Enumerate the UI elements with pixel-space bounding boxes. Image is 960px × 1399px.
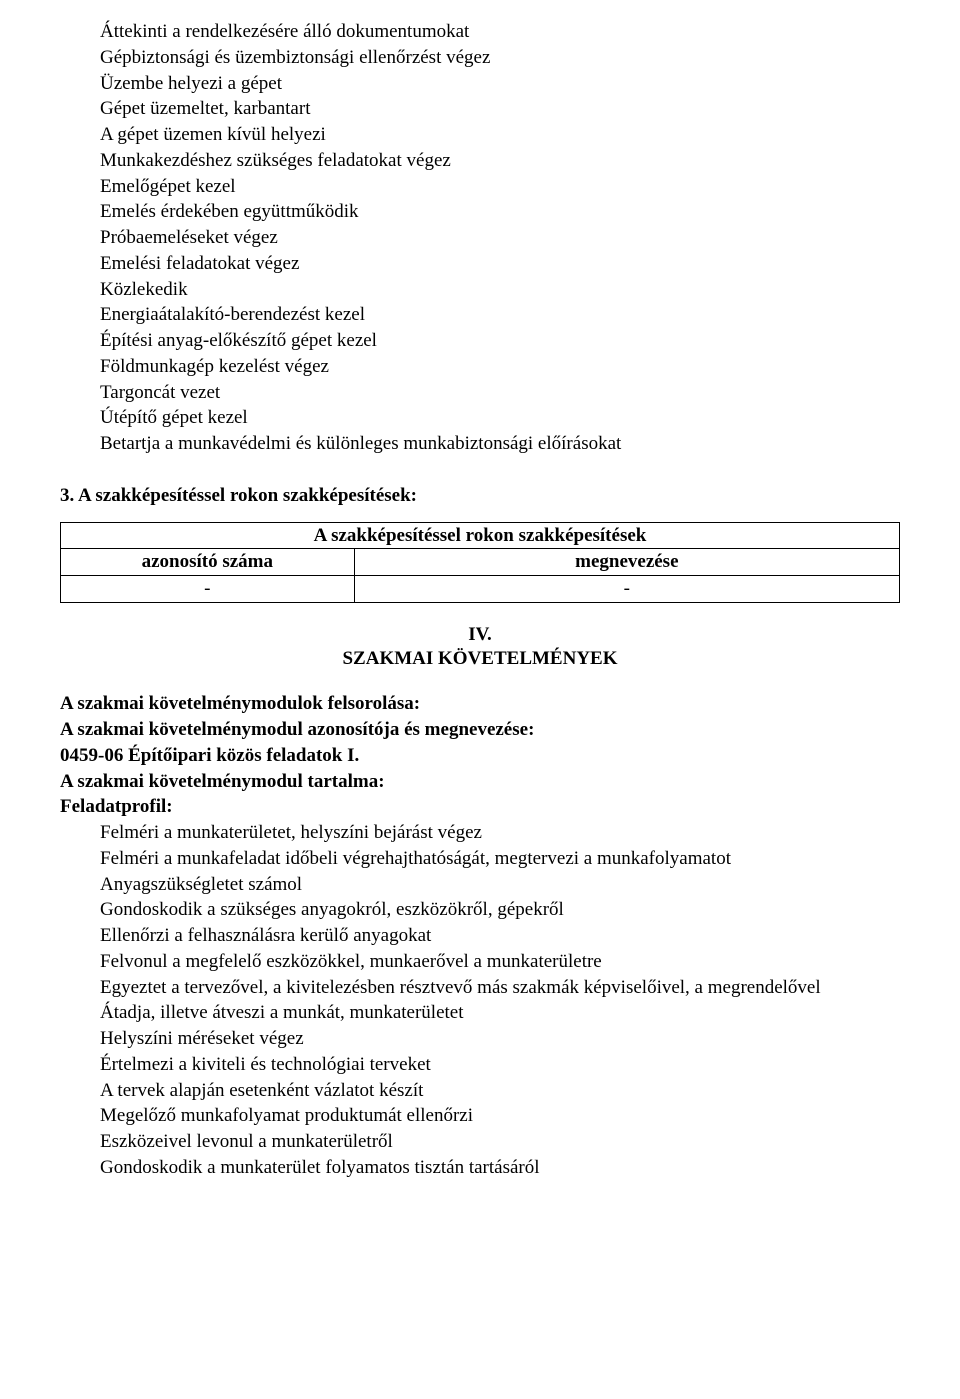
list-item: Gondoskodik a munkaterület folyamatos ti… — [60, 1156, 900, 1180]
feladat-list: Felméri a munkaterületet, helyszíni bejá… — [60, 821, 900, 1180]
list-item: Helyszíni méréseket végez — [60, 1027, 900, 1051]
module-code-name: 0459-06 Építőipari közös feladatok I. — [60, 744, 900, 768]
module-content-line: A szakmai követelménymodul tartalma: — [60, 770, 900, 794]
document-page: Áttekinti a rendelkezésére álló dokument… — [0, 0, 960, 1222]
list-item: Targoncát vezet — [60, 381, 900, 405]
list-item: Felméri a munkafeladat időbeli végrehajt… — [60, 847, 900, 871]
table-row: A szakképesítéssel rokon szakképesítések — [61, 522, 900, 549]
list-item: Közlekedik — [60, 278, 900, 302]
table-header-span: A szakképesítéssel rokon szakképesítések — [61, 522, 900, 549]
top-task-list: Áttekinti a rendelkezésére álló dokument… — [60, 20, 900, 456]
list-item: Egyeztet a tervezővel, a kivitelezésben … — [60, 976, 900, 1000]
list-item: Építési anyag-előkészítő gépet kezel — [60, 329, 900, 353]
section-iv-heading: IV. SZAKMAI KÖVETELMÉNYEK — [60, 623, 900, 671]
list-item: Emelés érdekében együttműködik — [60, 200, 900, 224]
list-item: Próbaemeléseket végez — [60, 226, 900, 250]
table-row: - - — [61, 576, 900, 603]
table-col-name: megnevezése — [354, 549, 899, 576]
module-profile-label: Feladatprofil: — [60, 795, 900, 819]
table-cell: - — [354, 576, 899, 603]
list-item: Felvonul a megfelelő eszközökkel, munkae… — [60, 950, 900, 974]
list-item: Üzembe helyezi a gépet — [60, 72, 900, 96]
related-qualifications-table: A szakképesítéssel rokon szakképesítések… — [60, 522, 900, 603]
list-item: Gondoskodik a szükséges anyagokról, eszk… — [60, 898, 900, 922]
table-cell: - — [61, 576, 355, 603]
table-row: azonosító száma megnevezése — [61, 549, 900, 576]
list-item: Értelmezi a kiviteli és technológiai ter… — [60, 1053, 900, 1077]
list-item: Megelőző munkafolyamat produktumát ellen… — [60, 1104, 900, 1128]
section-3-heading: 3. A szakképesítéssel rokon szakképesíté… — [60, 484, 900, 508]
list-item: Földmunkagép kezelést végez — [60, 355, 900, 379]
list-item: Betartja a munkavédelmi és különleges mu… — [60, 432, 900, 456]
list-item: Munkakezdéshez szükséges feladatokat vég… — [60, 149, 900, 173]
list-item: Eszközeivel levonul a munkaterületről — [60, 1130, 900, 1154]
module-id-line: A szakmai követelménymodul azonosítója é… — [60, 718, 900, 742]
list-item: A gépet üzemen kívül helyezi — [60, 123, 900, 147]
list-item: Energiaátalakító-berendezést kezel — [60, 303, 900, 327]
list-item: A tervek alapján esetenként vázlatot kés… — [60, 1079, 900, 1103]
section-iv-number: IV. — [468, 624, 491, 645]
list-item: Ellenőrzi a felhasználásra kerülő anyago… — [60, 924, 900, 948]
list-item: Emelési feladatokat végez — [60, 252, 900, 276]
table-col-id: azonosító száma — [61, 549, 355, 576]
list-item: Átadja, illetve átveszi a munkát, munkat… — [60, 1001, 900, 1025]
list-item: Áttekinti a rendelkezésére álló dokument… — [60, 20, 900, 44]
list-item: Gépet üzemeltet, karbantart — [60, 97, 900, 121]
list-item: Útépítő gépet kezel — [60, 406, 900, 430]
list-item: Gépbiztonsági és üzembiztonsági ellenőrz… — [60, 46, 900, 70]
list-item: Anyagszükségletet számol — [60, 873, 900, 897]
module-block: A szakmai követelménymodulok felsorolása… — [60, 692, 900, 1179]
list-item: Emelőgépet kezel — [60, 175, 900, 199]
list-item: Felméri a munkaterületet, helyszíni bejá… — [60, 821, 900, 845]
modules-intro: A szakmai követelménymodulok felsorolása… — [60, 692, 900, 716]
section-iv-title: SZAKMAI KÖVETELMÉNYEK — [342, 648, 617, 669]
